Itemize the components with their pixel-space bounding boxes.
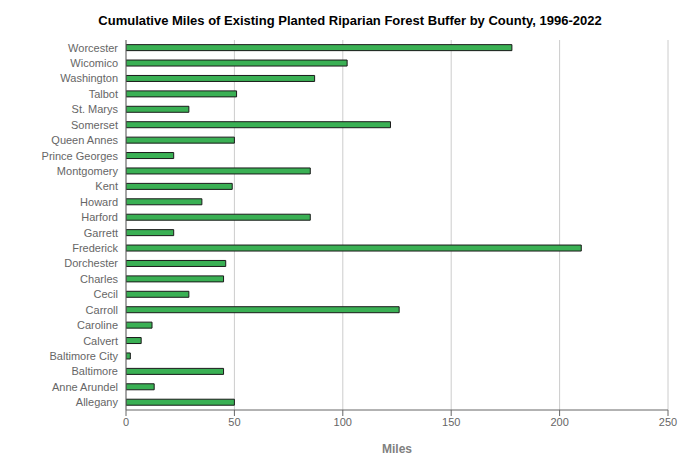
svg-text:100: 100	[334, 416, 352, 428]
html-text:Cumulative Miles of Existing P: Cumulative Miles of Existing Planted Rip…	[98, 13, 602, 28]
svg-text:Miles: Miles	[382, 442, 412, 456]
svg-text:250: 250	[659, 416, 677, 428]
svg-text:200: 200	[550, 416, 568, 428]
svg-text:Somerset: Somerset	[71, 119, 118, 131]
svg-text:Howard: Howard	[80, 196, 118, 208]
svg-text:Charles: Charles	[80, 273, 118, 285]
svg-text:Anne Arundel: Anne Arundel	[52, 381, 118, 393]
svg-text:Washington: Washington	[60, 72, 118, 84]
svg-text:Montgomery: Montgomery	[57, 165, 119, 177]
svg-text:Prince Georges: Prince Georges	[42, 150, 119, 162]
svg-text:Worcester: Worcester	[68, 42, 118, 54]
svg-text:Cecil: Cecil	[94, 288, 118, 300]
svg-text:Harford: Harford	[81, 211, 118, 223]
svg-text:Wicomico: Wicomico	[70, 57, 118, 69]
svg-text:Talbot: Talbot	[89, 88, 118, 100]
svg-text:Caroline: Caroline	[77, 319, 118, 331]
svg-text:50: 50	[228, 416, 240, 428]
svg-text:Dorchester: Dorchester	[64, 257, 118, 269]
svg-text:Carroll: Carroll	[86, 304, 118, 316]
svg-text:Frederick: Frederick	[72, 242, 118, 254]
svg-text:Kent: Kent	[95, 180, 118, 192]
svg-text:Baltimore: Baltimore	[72, 365, 118, 377]
svg-text:Garrett: Garrett	[84, 227, 118, 239]
svg-text:Baltimore City: Baltimore City	[50, 350, 119, 362]
svg-text:Allegany: Allegany	[76, 396, 119, 408]
svg-text:St. Marys: St. Marys	[72, 103, 119, 115]
svg-text:150: 150	[442, 416, 460, 428]
svg-text:Queen Annes: Queen Annes	[51, 134, 118, 146]
svg-text:0: 0	[123, 416, 129, 428]
svg-text:Calvert: Calvert	[83, 335, 118, 347]
